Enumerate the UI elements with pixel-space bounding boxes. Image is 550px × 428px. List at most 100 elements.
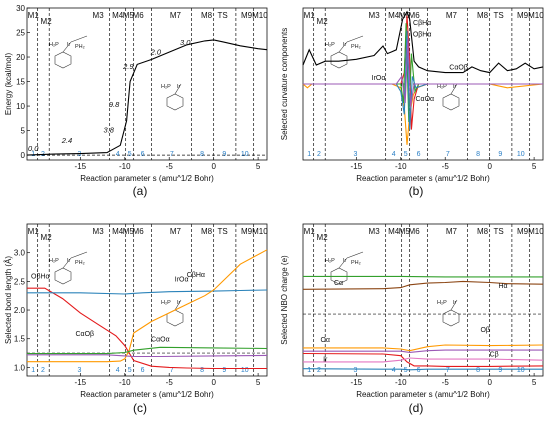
segment-label: M8	[201, 227, 213, 236]
segment-label: M3	[93, 11, 105, 20]
region-number: 7	[170, 151, 174, 158]
atom-label: Ir	[343, 258, 347, 264]
data-annotation: CαOβ	[449, 65, 468, 72]
atom-label: Ir	[453, 84, 457, 90]
x-tick-label: -5	[442, 162, 450, 171]
series-line	[27, 354, 268, 358]
y-tick-label: 2.5	[14, 277, 26, 286]
region-number: 8	[200, 151, 204, 158]
data-annotation: OβHα	[413, 32, 432, 39]
series-line	[27, 287, 267, 370]
y-axis-label: Selected bond length (Å)	[4, 256, 13, 344]
atom-label: H₂P	[325, 258, 335, 264]
segment-label: M6	[409, 11, 421, 20]
region-number: 3	[353, 367, 357, 374]
atom-label: H₂P	[325, 42, 335, 48]
atom-label: PH₂	[75, 44, 85, 50]
molecule-structure: Ir H₂P PH₂ Ir H₂P	[325, 35, 460, 111]
region-number: 8	[476, 367, 480, 374]
segment-label: M7	[170, 227, 182, 236]
ring-shape	[54, 267, 72, 285]
series-line	[303, 344, 544, 352]
bond	[346, 35, 364, 43]
atom-label: H₂P	[437, 84, 447, 90]
data-annotation: CαOα	[415, 96, 434, 103]
x-tick-label: -5	[442, 378, 450, 387]
ring-shape	[330, 51, 348, 69]
y-tick-label: 10	[16, 102, 25, 111]
atom-label: Ir	[177, 84, 181, 90]
atom-label: H₂P	[437, 300, 447, 306]
atom-label: H₂P	[49, 258, 59, 264]
series-line	[27, 289, 268, 295]
bond	[62, 257, 72, 269]
y-tick-label: 15	[16, 78, 25, 87]
region-number: 2	[41, 367, 45, 374]
x-axis-label: Reaction parameter s (amu^1/2 Bohr)	[356, 174, 490, 183]
region-number: 1	[307, 151, 311, 158]
x-tick-label: 5	[256, 378, 261, 387]
data-annotation: CβHα	[413, 20, 431, 27]
atom-label: Ir	[67, 42, 71, 48]
panel-label: (b)	[409, 184, 424, 198]
y-tick-label: 30	[16, 4, 25, 13]
atom-label: Ir	[67, 258, 71, 264]
series-line	[303, 30, 543, 130]
region-number: 7	[170, 367, 174, 374]
ring-shape	[442, 309, 460, 327]
region-number: 6	[417, 367, 421, 374]
region-number: 2	[317, 151, 321, 158]
series-line	[302, 352, 544, 367]
series-line	[302, 10, 544, 74]
region-number: 8	[200, 367, 204, 374]
segment-label: M6	[133, 11, 145, 20]
molecule-structure: Ir H₂P PH₂ Ir H₂P	[49, 35, 184, 111]
series-line	[303, 275, 543, 278]
segment-label: M1	[304, 227, 316, 236]
y-axis-label: Selected NBO charge (e)	[280, 255, 289, 345]
segment-label: M5	[399, 227, 411, 236]
region-number: 10	[517, 151, 525, 158]
region-number: 1	[307, 367, 311, 374]
atom-label: H₂P	[161, 84, 171, 90]
bond	[174, 299, 182, 311]
bond	[62, 41, 72, 53]
ring-shape	[54, 51, 72, 69]
data-annotation: OβHα	[31, 273, 50, 280]
region-number: 4	[392, 367, 396, 374]
data-annotation: Cα	[334, 280, 343, 287]
region-number: 1	[31, 367, 35, 374]
data-annotation: 3.8	[104, 126, 115, 135]
data-annotation: Ir	[323, 356, 328, 363]
bond	[338, 257, 348, 269]
y-tick-label: 1.0	[14, 363, 26, 372]
region-number: 3	[353, 151, 357, 158]
data-annotation: Cβ	[490, 351, 499, 358]
atom-label: PH₂	[351, 44, 361, 50]
region-number: 7	[446, 151, 450, 158]
data-annotation: CαOα	[151, 337, 170, 344]
molecule-structure: Ir H₂P PH₂ Ir H₂P	[325, 251, 460, 327]
segment-label: M9	[241, 11, 253, 20]
segment-label: TS	[217, 11, 227, 20]
series-line	[27, 249, 268, 363]
region-number: 4	[392, 151, 396, 158]
region-number: 7	[446, 367, 450, 374]
segment-label: M1	[28, 11, 40, 20]
segment-label: M3	[93, 227, 105, 236]
data-annotation: Oα	[320, 337, 330, 344]
segment-label: M1	[304, 11, 316, 20]
x-tick-label: 0	[487, 162, 492, 171]
x-tick-label: -5	[166, 378, 174, 387]
plot-frame	[26, 223, 268, 377]
x-tick-label: -10	[119, 378, 131, 387]
atom-label: PH₂	[351, 260, 361, 266]
panel-label: (a)	[133, 184, 148, 198]
x-tick-label: 5	[256, 162, 261, 171]
bond	[174, 83, 182, 95]
data-annotation: 2.0	[150, 48, 162, 57]
region-number: 3	[77, 151, 81, 158]
